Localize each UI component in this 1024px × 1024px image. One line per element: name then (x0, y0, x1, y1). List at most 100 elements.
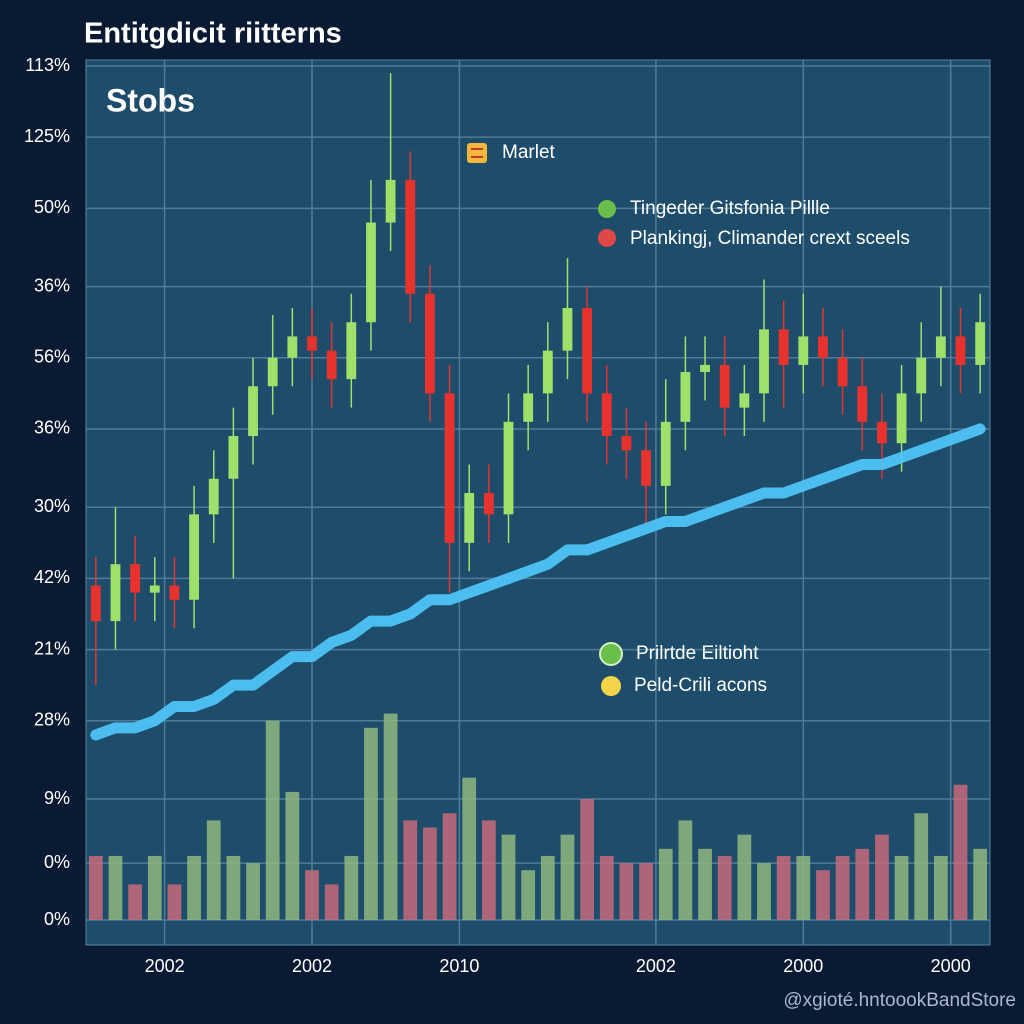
volume-bar (973, 848, 988, 920)
trend-line (90, 423, 986, 741)
candle-body (680, 372, 691, 422)
labels: 113% 125% 50% 36% 56% 36% 30% 42% 21% 28% 9% 0% 0% 20… (24, 55, 971, 976)
volume-bar (560, 834, 575, 920)
volume-bar (501, 834, 516, 920)
candle-body (405, 179, 416, 294)
candle-body (464, 493, 475, 543)
candle-body (798, 336, 809, 365)
legend-label: Prilrtde Eiltioht (636, 643, 759, 664)
volume-bar (953, 784, 968, 920)
candle-body (739, 393, 750, 408)
candle-body (483, 493, 494, 515)
volume-bar (678, 820, 693, 920)
volume-bar (462, 777, 477, 920)
volume-bar (540, 855, 555, 920)
candle-body (719, 364, 730, 408)
legend-icon (598, 229, 616, 247)
candle-body (582, 307, 593, 394)
volume-bar (796, 855, 811, 920)
volume-bar (206, 820, 221, 920)
volume-bar (88, 855, 103, 920)
y-tick-label: 0% (44, 909, 70, 929)
candle-body (837, 357, 848, 387)
y-tick-label: 36% (34, 275, 70, 295)
candle-body (660, 421, 671, 486)
candle-body (444, 393, 455, 543)
candle-body (346, 322, 357, 380)
legend-icon (601, 676, 621, 696)
candle-body (248, 386, 258, 437)
volume-bar (639, 863, 653, 920)
volume-bars (88, 713, 988, 920)
watermark: @xgioté.hntoookBandStore (783, 990, 1016, 1011)
volume-bar (619, 863, 634, 920)
candle-body (877, 421, 887, 444)
x-tick-label: 2002 (636, 956, 676, 976)
y-tick-label: 125% (24, 126, 70, 146)
y-tick-label: 56% (34, 347, 70, 367)
candle-body (857, 386, 868, 422)
candle-body (208, 478, 219, 515)
volume-bar (875, 834, 889, 920)
candles (90, 73, 986, 686)
y-tick-label: 9% (44, 788, 70, 808)
candle-body (759, 329, 769, 394)
candle-body (130, 564, 141, 593)
y-tick-label: 36% (34, 418, 70, 438)
candle-body (307, 336, 317, 351)
volume-bar (324, 884, 339, 920)
chart-title: Entitgdicit riitterns (84, 18, 342, 50)
volume-bar (816, 870, 830, 920)
trend (90, 423, 986, 741)
candle-body (326, 350, 337, 380)
volume-bar (344, 855, 359, 920)
candle-body (601, 393, 612, 437)
candle-body (503, 421, 514, 515)
volume-bar (246, 863, 260, 920)
volume-bar (521, 870, 536, 920)
volume-bar (423, 827, 437, 920)
legend-icon (599, 642, 623, 666)
legend-label: Peld-Crili acons (634, 675, 767, 696)
candle-body (228, 436, 239, 479)
candle-body (621, 436, 632, 451)
candle-body (110, 564, 121, 622)
volume-bar (167, 884, 182, 920)
volume-bar (717, 855, 732, 920)
candle-body (366, 222, 376, 323)
legend-label: Marlet (502, 142, 556, 163)
volume-bar (383, 713, 398, 920)
y-tick-label: 50% (34, 197, 70, 217)
legend-icon (467, 143, 487, 163)
plot-area (85, 59, 991, 946)
candle-body (385, 179, 396, 223)
volume-bar (226, 855, 241, 920)
candle-body (425, 293, 435, 394)
candle-body (700, 364, 710, 373)
x-tick-label: 2010 (439, 956, 479, 976)
candle-body (896, 393, 907, 444)
legend-label: Plankingj, Climander crext sceels (630, 228, 910, 249)
y-tick-label: 28% (34, 709, 70, 729)
volume-bar (442, 813, 457, 920)
legend-label: Tingeder Gitsfonia Pillle (630, 198, 830, 219)
volume-bar (894, 855, 909, 920)
x-tick-label: 2002 (292, 956, 332, 976)
y-tick-label: 30% (34, 496, 70, 516)
volume-bar (737, 834, 752, 920)
y-tick-label: 42% (34, 567, 70, 587)
volume-bar (481, 820, 496, 920)
volume-bar (776, 855, 791, 920)
volume-bar (265, 720, 280, 920)
candle-body (287, 336, 298, 358)
grid (86, 60, 990, 945)
volume-bar (658, 848, 673, 920)
candle-body (955, 336, 966, 365)
candle-body (523, 393, 534, 422)
candle-body (562, 307, 573, 351)
candle-body (641, 450, 651, 486)
volume-bar (698, 848, 712, 920)
y-tick-label: 0% (44, 852, 70, 872)
x-tick-label: 2002 (145, 956, 185, 976)
candle-body (935, 336, 946, 358)
